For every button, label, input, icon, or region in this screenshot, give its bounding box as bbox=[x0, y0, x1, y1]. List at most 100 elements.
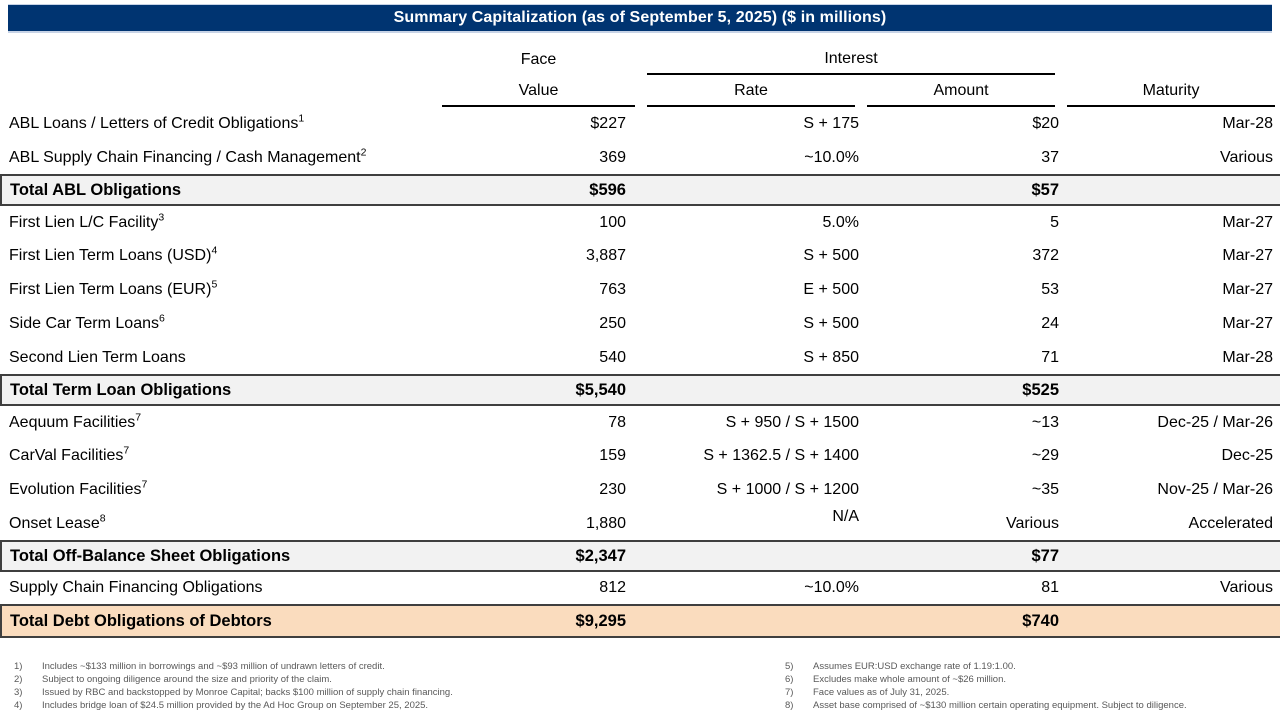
row-label: Total Debt Obligations of Debtors bbox=[0, 604, 436, 638]
rate-cell: ~10.0% bbox=[641, 571, 861, 605]
maturity-cell: Nov-25 / Mar-26 bbox=[1061, 473, 1280, 507]
header-value: Value bbox=[436, 75, 641, 107]
amount-cell: ~35 bbox=[861, 473, 1061, 507]
footnote-text: Includes ~$133 million in borrowings and… bbox=[42, 661, 385, 672]
table-row: Supply Chain Financing Obligations 812 ~10… bbox=[1, 571, 1280, 605]
page-title: Summary Capitalization (as of September … bbox=[393, 9, 887, 26]
footnote-item: 8) Asset base comprised of ~$130 million … bbox=[785, 699, 1275, 712]
cell-value: $5,540 bbox=[575, 380, 626, 399]
footnote-ref: 6 bbox=[159, 312, 165, 325]
face-value-cell: $2,347 bbox=[436, 540, 641, 572]
footnote-item: 7) Face values as of July 31, 2025. bbox=[785, 686, 1275, 699]
footnote-text: Assumes EUR:USD exchange rate of 1.19:1.… bbox=[813, 661, 1016, 672]
amount-cell: ~29 bbox=[861, 439, 1061, 473]
maturity-cell: Various bbox=[1061, 141, 1280, 175]
rate-cell bbox=[641, 374, 861, 406]
footnote-number: 6) bbox=[785, 674, 794, 685]
amount-cell: 71 bbox=[861, 341, 1061, 375]
header-face: Face bbox=[436, 42, 641, 75]
header-spacer bbox=[1, 42, 436, 75]
amount-cell: 372 bbox=[861, 239, 1061, 273]
footnote-item: 6) Excludes make whole amount of ~$26 mil… bbox=[785, 673, 1275, 686]
rate-cell: 5.0% bbox=[641, 205, 861, 239]
cell-value: Various bbox=[1219, 579, 1274, 596]
cell-value: ~13 bbox=[1031, 413, 1060, 431]
rate-cell: S + 175 bbox=[641, 107, 861, 141]
row-label: ABL Supply Chain Financing / Cash Manage… bbox=[9, 146, 367, 166]
cell-value: Mar-27 bbox=[1222, 247, 1274, 264]
rate-cell: S + 1362.5 / S + 1400 bbox=[641, 439, 861, 473]
row-label: ABL Loans / Letters of Credit Obligation… bbox=[9, 112, 305, 132]
footnote-item: 4) Includes bridge loan of $24.5 million … bbox=[14, 699, 472, 712]
cell-value: $9,295 bbox=[575, 611, 626, 630]
footnote-text: Excludes make whole amount of ~$26 milli… bbox=[813, 674, 1007, 685]
footnote-ref: 7 bbox=[135, 411, 142, 424]
cell-value: Dec-25 bbox=[1221, 447, 1274, 464]
row-label: Second Lien Term Loans bbox=[9, 348, 186, 366]
row-label: Aequum Facilities7 bbox=[9, 411, 142, 431]
cell-value: Mar-27 bbox=[1222, 281, 1274, 298]
table-header: Face Interest Value Rate Amount Maturity bbox=[1, 42, 1280, 107]
header-face-label: Face bbox=[520, 51, 557, 68]
cell-value: $227 bbox=[590, 115, 626, 132]
rate-cell bbox=[641, 540, 861, 572]
cell-value: 540 bbox=[599, 348, 626, 366]
row-label: Evolution Facilities7 bbox=[9, 478, 148, 498]
cell-value: Mar-27 bbox=[1222, 315, 1274, 332]
title-bar: Summary Capitalization (as of September … bbox=[8, 4, 1272, 33]
table-row: First Lien Term Loans (USD)4 3,887 S + 500… bbox=[1, 239, 1280, 273]
cell-value: 1,880 bbox=[585, 514, 626, 532]
maturity-cell bbox=[1061, 604, 1280, 638]
cell-value: ~10.0% bbox=[804, 148, 859, 166]
header-maturity: Maturity bbox=[1061, 75, 1280, 107]
cell-value: 81 bbox=[1041, 579, 1060, 596]
amount-cell: $20 bbox=[861, 107, 1061, 141]
row-label: Side Car Term Loans6 bbox=[9, 312, 165, 332]
face-value-cell: $227 bbox=[436, 107, 641, 141]
rate-cell bbox=[641, 604, 861, 638]
face-value-cell: 540 bbox=[436, 341, 641, 375]
cell-value: 71 bbox=[1041, 348, 1060, 366]
header-interest: Interest bbox=[641, 42, 1061, 75]
header-interest-label: Interest bbox=[647, 50, 1056, 75]
table-body: ABL Loans / Letters of Credit Obligation… bbox=[0, 107, 1280, 638]
footnote-text: Includes bridge loan of $24.5 million pr… bbox=[42, 700, 429, 711]
cell-value: 100 bbox=[599, 213, 626, 231]
maturity-cell: Mar-27 bbox=[1061, 307, 1280, 341]
footnote-number: 7) bbox=[785, 687, 794, 698]
face-value-cell: $5,540 bbox=[436, 374, 641, 406]
row-label: Total ABL Obligations bbox=[0, 174, 436, 206]
face-value-cell: $9,295 bbox=[436, 604, 641, 638]
footnote-text: Subject to ongoing diligence around the … bbox=[42, 674, 332, 685]
row-label: Onset Lease8 bbox=[9, 512, 106, 532]
header-amount-label: Amount bbox=[867, 82, 1056, 107]
cell-value: 763 bbox=[599, 281, 626, 298]
amount-cell: 5 bbox=[861, 205, 1061, 239]
cell-value: Dec-25 / Mar-26 bbox=[1157, 413, 1274, 431]
rate-cell: ~10.0% bbox=[641, 141, 861, 175]
maturity-cell bbox=[1061, 374, 1280, 406]
cell-value: 5 bbox=[1050, 213, 1060, 231]
cell-value: E + 500 bbox=[803, 281, 859, 298]
cell-value: 369 bbox=[599, 148, 626, 166]
face-value-cell: 250 bbox=[436, 307, 641, 341]
face-value-cell: 230 bbox=[436, 473, 641, 507]
cell-value: $2,347 bbox=[575, 546, 626, 565]
table-row: Side Car Term Loans6 250 S + 500 24 Mar-27 bbox=[1, 307, 1280, 341]
cell-value: 78 bbox=[608, 413, 626, 431]
cell-value: 24 bbox=[1041, 315, 1060, 332]
header-spacer bbox=[1061, 42, 1280, 75]
face-value-cell: 78 bbox=[436, 405, 641, 439]
footnote-ref: 5 bbox=[211, 278, 218, 291]
footnote-text: Asset base comprised of ~$130 million ce… bbox=[813, 700, 1187, 711]
cell-value: $525 bbox=[1022, 380, 1060, 399]
face-value-cell: 763 bbox=[436, 273, 641, 307]
footnote-ref: 8 bbox=[99, 512, 106, 525]
cell-value: 3,887 bbox=[585, 247, 626, 264]
table-row: Evolution Facilities7 230 S + 1000 / S + 1… bbox=[1, 473, 1280, 507]
header-rate-label: Rate bbox=[647, 82, 855, 107]
cell-value: N/A bbox=[832, 507, 859, 525]
face-value-cell: $596 bbox=[436, 174, 641, 206]
amount-cell: 81 bbox=[861, 571, 1061, 605]
header-rate: Rate bbox=[641, 75, 861, 107]
